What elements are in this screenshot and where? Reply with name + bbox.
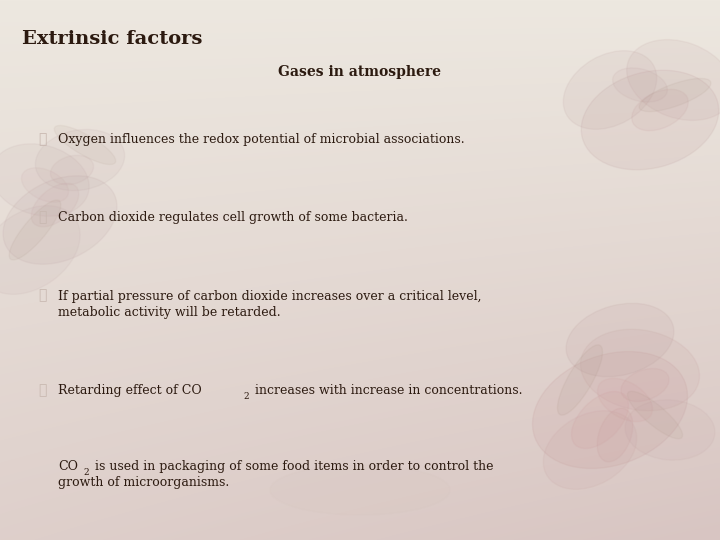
Ellipse shape — [580, 329, 700, 411]
Text: growth of microorganisms.: growth of microorganisms. — [58, 476, 229, 489]
Text: CO: CO — [58, 460, 78, 473]
Text: Retarding effect of CO: Retarding effect of CO — [58, 384, 202, 397]
Ellipse shape — [9, 200, 60, 260]
Text: increases with increase in concentrations.: increases with increase in concentration… — [251, 384, 522, 397]
Ellipse shape — [22, 168, 68, 202]
Text: Extrinsic factors: Extrinsic factors — [22, 30, 202, 48]
Ellipse shape — [626, 39, 720, 120]
Text: ✱: ✱ — [38, 383, 46, 397]
Ellipse shape — [0, 206, 80, 294]
Ellipse shape — [627, 392, 683, 439]
Ellipse shape — [270, 465, 450, 515]
Ellipse shape — [625, 400, 715, 460]
Ellipse shape — [557, 345, 603, 415]
Text: 2: 2 — [84, 468, 89, 477]
Ellipse shape — [621, 368, 669, 401]
Ellipse shape — [572, 392, 629, 449]
Text: ✱: ✱ — [38, 211, 46, 225]
Ellipse shape — [50, 156, 94, 185]
Ellipse shape — [639, 78, 711, 112]
Text: ✱: ✱ — [38, 289, 46, 303]
Text: 2: 2 — [243, 393, 249, 401]
Text: Oxygen influences the redox potential of microbial associations.: Oxygen influences the redox potential of… — [58, 133, 464, 146]
Text: is used in packaging of some food items in order to control the: is used in packaging of some food items … — [91, 460, 494, 473]
Ellipse shape — [631, 89, 688, 131]
Ellipse shape — [581, 70, 719, 170]
Ellipse shape — [533, 352, 688, 469]
Ellipse shape — [544, 411, 636, 489]
Text: ✱: ✱ — [38, 132, 46, 146]
Ellipse shape — [598, 379, 652, 422]
Ellipse shape — [3, 176, 117, 264]
Ellipse shape — [35, 130, 125, 191]
Text: Gases in atmosphere: Gases in atmosphere — [279, 65, 441, 79]
Ellipse shape — [597, 408, 633, 462]
Text: If partial pressure of carbon dioxide increases over a critical level,: If partial pressure of carbon dioxide in… — [58, 289, 482, 303]
Ellipse shape — [0, 144, 89, 216]
Text: Carbon dioxide regulates cell growth of some bacteria.: Carbon dioxide regulates cell growth of … — [58, 211, 408, 225]
Ellipse shape — [54, 125, 116, 165]
Ellipse shape — [31, 183, 78, 227]
Ellipse shape — [563, 51, 657, 129]
Ellipse shape — [613, 68, 667, 102]
Text: metabolic activity will be retarded.: metabolic activity will be retarded. — [58, 306, 281, 319]
Ellipse shape — [566, 303, 674, 377]
